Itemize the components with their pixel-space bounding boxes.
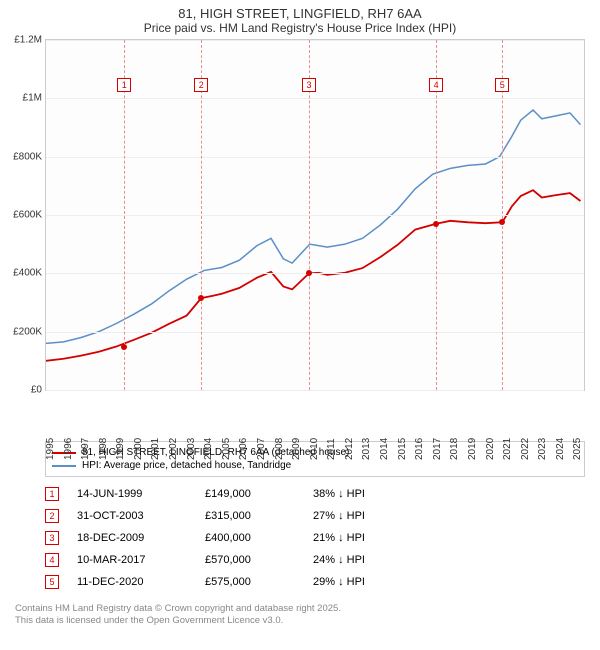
y-tick-label: £600K [4,210,42,221]
transaction-row-marker: 1 [45,487,59,501]
transaction-marker: 1 [117,78,131,92]
transaction-row-marker: 5 [45,575,59,589]
x-tick-label: 2020 [485,438,496,460]
chart-title: 81, HIGH STREET, LINGFIELD, RH7 6AA [0,0,600,21]
transaction-vline [436,40,437,390]
transaction-dot [306,270,312,276]
x-tick-label: 2003 [186,438,197,460]
x-tick-label: 2021 [502,438,513,460]
x-tick-label: 1995 [45,438,56,460]
series-line [46,110,580,343]
x-tick-label: 2011 [326,438,337,460]
transaction-vline [201,40,202,390]
x-tick-label: 2025 [572,438,583,460]
transaction-price: £400,000 [205,532,295,544]
transaction-row-marker: 3 [45,531,59,545]
transaction-diff: 29% ↓ HPI [313,576,403,588]
x-tick-label: 2005 [221,438,232,460]
gridline [46,273,584,274]
chart-plot-area: £0£200K£400K£600K£800K£1M£1.2M12345 [45,39,585,391]
transaction-row-marker: 4 [45,553,59,567]
transaction-vline [124,40,125,390]
x-tick-label: 2009 [291,438,302,460]
transaction-date: 18-DEC-2009 [77,532,187,544]
x-tick-label: 2006 [238,438,249,460]
x-tick-label: 2017 [432,438,443,460]
x-tick-label: 2007 [256,438,267,460]
transaction-date: 11-DEC-2020 [77,576,187,588]
y-tick-label: £800K [4,151,42,162]
transaction-vline [502,40,503,390]
transaction-row: 5 11-DEC-2020 £575,000 29% ↓ HPI [45,571,585,593]
x-tick-label: 2010 [309,438,320,460]
transaction-dot [499,219,505,225]
y-tick-label: £1M [4,93,42,104]
x-axis-ticks: 1995199619971998199920002001200220032004… [45,391,585,433]
x-tick-label: 1997 [80,438,91,460]
x-tick-label: 2013 [361,438,372,460]
x-tick-label: 2002 [168,438,179,460]
legend-swatch [52,465,76,467]
gridline [46,215,584,216]
x-tick-label: 2004 [203,438,214,460]
y-tick-label: £400K [4,268,42,279]
y-tick-label: £0 [4,385,42,396]
transaction-row: 2 31-OCT-2003 £315,000 27% ↓ HPI [45,505,585,527]
x-tick-label: 2014 [379,438,390,460]
chart-footer: Contains HM Land Registry data © Crown c… [15,603,585,628]
x-tick-label: 2012 [344,438,355,460]
x-tick-label: 2022 [520,438,531,460]
transaction-price: £575,000 [205,576,295,588]
transaction-row: 3 18-DEC-2009 £400,000 21% ↓ HPI [45,527,585,549]
transaction-marker: 4 [429,78,443,92]
transaction-price: £149,000 [205,488,295,500]
x-tick-label: 2016 [414,438,425,460]
x-tick-label: 2024 [555,438,566,460]
transaction-marker: 3 [302,78,316,92]
y-tick-label: £1.2M [4,35,42,46]
transaction-diff: 38% ↓ HPI [313,488,403,500]
transaction-marker: 2 [194,78,208,92]
transaction-dot [198,295,204,301]
footer-line1: Contains HM Land Registry data © Crown c… [15,603,585,615]
legend-label: HPI: Average price, detached house, Tand… [82,460,291,471]
gridline [46,157,584,158]
transaction-row: 4 10-MAR-2017 £570,000 24% ↓ HPI [45,549,585,571]
footer-line2: This data is licensed under the Open Gov… [15,615,585,627]
transaction-diff: 27% ↓ HPI [313,510,403,522]
transaction-table: 1 14-JUN-1999 £149,000 38% ↓ HPI 2 31-OCT-200… [45,483,585,593]
transaction-dot [433,221,439,227]
chart-subtitle: Price paid vs. HM Land Registry's House … [0,21,600,39]
x-tick-label: 1996 [63,438,74,460]
transaction-date: 10-MAR-2017 [77,554,187,566]
x-tick-label: 2000 [133,438,144,460]
x-tick-label: 2023 [537,438,548,460]
transaction-diff: 24% ↓ HPI [313,554,403,566]
transaction-vline [309,40,310,390]
gridline [46,98,584,99]
x-tick-label: 2018 [449,438,460,460]
transaction-marker: 5 [495,78,509,92]
y-tick-label: £200K [4,326,42,337]
x-tick-label: 1999 [115,438,126,460]
legend-item: HPI: Average price, detached house, Tand… [52,459,578,472]
x-tick-label: 2015 [397,438,408,460]
gridline [46,40,584,41]
transaction-date: 31-OCT-2003 [77,510,187,522]
gridline [46,332,584,333]
transaction-dot [121,344,127,350]
x-tick-label: 2001 [150,438,161,460]
transaction-date: 14-JUN-1999 [77,488,187,500]
transaction-row: 1 14-JUN-1999 £149,000 38% ↓ HPI [45,483,585,505]
transaction-diff: 21% ↓ HPI [313,532,403,544]
transaction-price: £570,000 [205,554,295,566]
x-tick-label: 2008 [274,438,285,460]
x-tick-label: 2019 [467,438,478,460]
x-tick-label: 1998 [98,438,109,460]
transaction-row-marker: 2 [45,509,59,523]
transaction-price: £315,000 [205,510,295,522]
